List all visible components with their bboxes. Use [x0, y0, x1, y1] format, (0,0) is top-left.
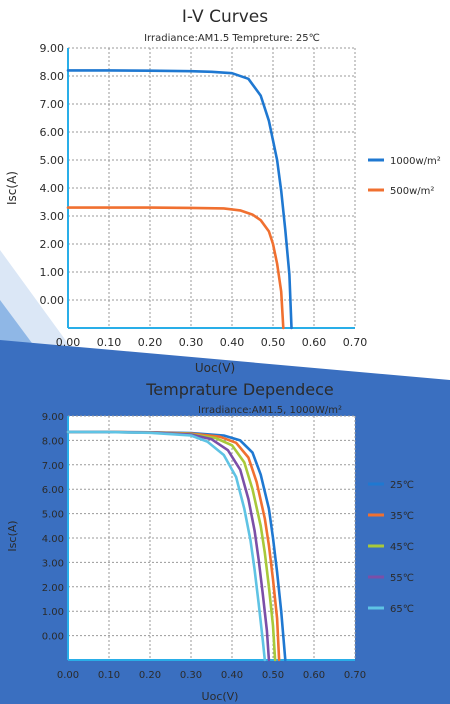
- y-tick-label: 3.00: [40, 210, 65, 223]
- x-tick-label: 0.60: [302, 336, 327, 349]
- y-tick-label: 6.00: [42, 485, 64, 496]
- legend-label: 45℃: [390, 542, 414, 553]
- x-tick-label: 0.50: [262, 670, 284, 681]
- series-line: [66, 430, 267, 662]
- x-tick-label: 0.10: [97, 336, 122, 349]
- chart-subtitle: Irradiance:AM1.5, 1000W/m²: [198, 405, 342, 416]
- y-tick-label: 5.00: [42, 510, 64, 521]
- x-tick-label: 0.20: [138, 336, 163, 349]
- legend-label: 25℃: [390, 480, 414, 491]
- x-tick-label: 0.70: [343, 336, 368, 349]
- legend-label: 1000w/m²: [390, 156, 441, 167]
- x-tick-label: 0.70: [344, 670, 366, 681]
- legend-label: 35℃: [390, 511, 414, 522]
- y-tick-label: 5.00: [40, 154, 65, 167]
- y-tick-label: 7.00: [42, 461, 64, 472]
- x-tick-label: 0.00: [56, 336, 81, 349]
- plot-area: 0.00 1.00 2.00 3.00 4.00 5.00 6.00 7.00 8.00 9.00…: [40, 42, 368, 349]
- y-tick-label: 1.00: [42, 607, 64, 618]
- y-axis-label: Isc(A): [5, 171, 19, 205]
- y-tick-label: 1.00: [40, 266, 65, 279]
- x-tick-label: 0.00: [57, 670, 79, 681]
- x-axis-label: Uoc(V): [202, 690, 239, 703]
- y-tick-label: 2.00: [40, 238, 65, 251]
- y-tick-label: 7.00: [40, 98, 65, 111]
- x-axis-label: Uoc(V): [195, 361, 235, 375]
- y-tick-label: 9.00: [40, 42, 65, 55]
- x-tick-label: 0.50: [261, 336, 286, 349]
- legend-label: 55℃: [390, 573, 414, 584]
- y-tick-label: 8.00: [42, 436, 64, 447]
- y-tick-label: 0.00: [42, 632, 64, 643]
- x-tick-label: 0.30: [179, 336, 204, 349]
- y-tick-label: 9.00: [42, 412, 64, 423]
- x-tick-label: 0.10: [98, 670, 120, 681]
- x-tick-label: 0.60: [303, 670, 325, 681]
- plot-background: [68, 48, 355, 328]
- temperature-dependence-chart: Temprature Dependece Irradiance:AM1.5, 1…: [6, 380, 414, 703]
- legend: 1000w/m² 500w/m²: [368, 156, 441, 197]
- y-tick-label: 2.00: [42, 583, 64, 594]
- iv-curves-chart: I-V Curves Irradiance:AM1.5 Tempreture: …: [5, 7, 441, 375]
- y-tick-label: 6.00: [40, 126, 65, 139]
- y-tick-label: 3.00: [42, 558, 64, 569]
- chart-title: I-V Curves: [182, 7, 268, 27]
- series-line: [66, 69, 293, 330]
- y-tick-label: 0.00: [40, 294, 65, 307]
- plot-area: 0.00 1.00 2.00 3.00 4.00 5.00 6.00 7.00 8.00 9.00…: [42, 412, 366, 681]
- x-tick-label: 0.30: [180, 670, 202, 681]
- legend-label: 500w/m²: [390, 186, 434, 197]
- y-tick-label: 8.00: [40, 70, 65, 83]
- legend: 25℃ 35℃ 45℃ 55℃ 65℃: [368, 480, 414, 615]
- y-axis-label: Isc(A): [6, 520, 19, 551]
- y-tick-label: 4.00: [42, 534, 64, 545]
- chart-subtitle: Irradiance:AM1.5 Tempreture: 25℃: [144, 33, 320, 44]
- x-tick-label: 0.20: [139, 670, 161, 681]
- legend-label: 65℃: [390, 604, 414, 615]
- plot-background: [68, 416, 355, 660]
- x-tick-label: 0.40: [221, 670, 243, 681]
- x-tick-label: 0.40: [220, 336, 245, 349]
- chart-title: Temprature Dependece: [145, 380, 334, 399]
- y-tick-label: 4.00: [40, 182, 65, 195]
- series-line: [66, 206, 285, 330]
